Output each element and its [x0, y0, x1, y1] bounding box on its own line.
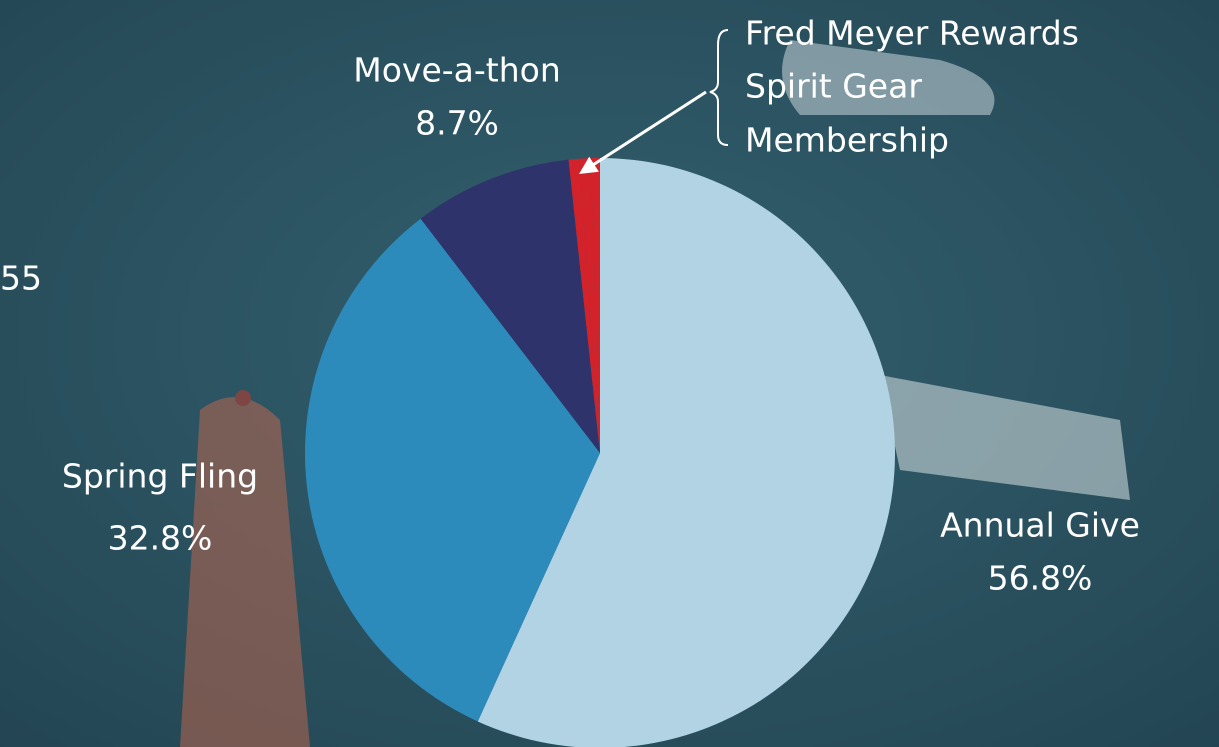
slice-label: Spirit Gear — [745, 67, 922, 106]
pie-slice — [477, 158, 895, 747]
slice-label: Annual Give — [940, 506, 1140, 545]
pie-slice — [304, 218, 600, 722]
pie-slice — [568, 158, 600, 453]
slice-label: Move-a-thon — [353, 51, 561, 90]
pie-slice — [579, 158, 600, 453]
photo-boats — [180, 40, 1130, 747]
pie — [304, 158, 895, 747]
bracket — [709, 29, 729, 146]
slice-value-label: 32.8% — [108, 519, 213, 558]
slice-label: Fred Meyer Rewards — [745, 14, 1079, 53]
pie-slice — [590, 158, 600, 453]
slice-value-label: 56.8% — [988, 559, 1093, 598]
arrow — [578, 90, 707, 174]
slice-label: Membership — [745, 121, 949, 160]
annotation: 55 — [0, 259, 42, 298]
slice-label: Spring Fling — [62, 457, 258, 496]
pie-slice — [420, 159, 600, 453]
slice-value-label: 8.7% — [415, 104, 499, 143]
